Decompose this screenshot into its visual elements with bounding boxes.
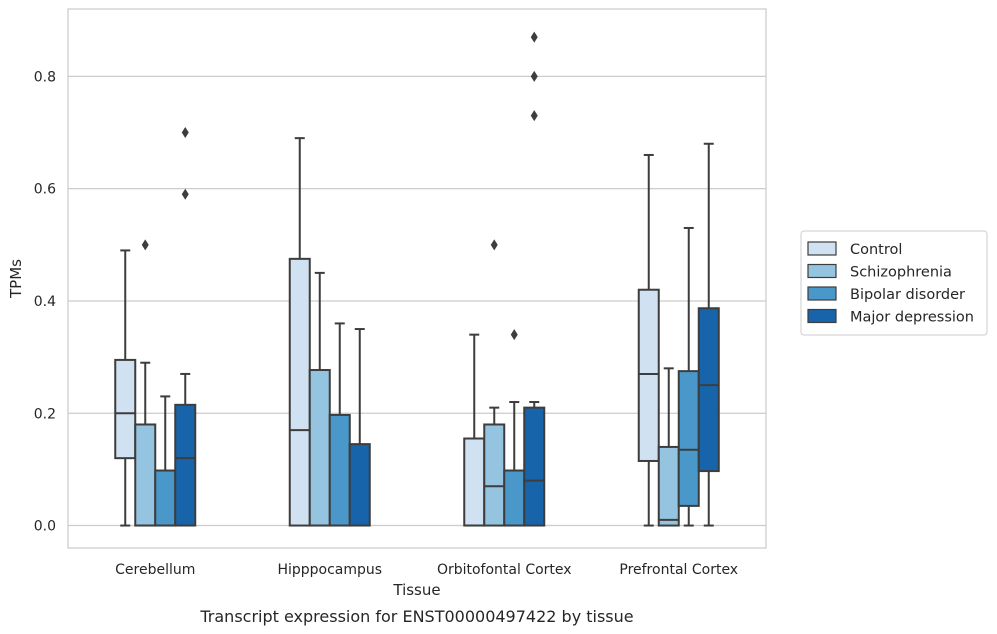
y-tick-label: 0.2 — [34, 406, 56, 422]
box — [114, 249, 137, 527]
legend-frame — [800, 230, 988, 336]
legend-item: Schizophrenia — [807, 263, 952, 281]
legend-label: Major depression — [850, 310, 974, 326]
outlier-point — [181, 127, 189, 139]
y-tick-label: 0.4 — [34, 294, 56, 310]
outlier-point — [490, 239, 498, 251]
legend-label: Control — [850, 242, 902, 258]
box — [657, 367, 680, 527]
legend-label: Bipolar disorder — [850, 287, 965, 303]
y-tick-label: 0.8 — [34, 69, 56, 85]
box — [523, 31, 546, 527]
x-axis-ticks: Cerebellum Hipppocampus Orbitofontal Corte… — [115, 562, 738, 578]
box-iqr — [114, 358, 137, 460]
legend: Control Schizophrenia Bipolar disorder Majo… — [800, 230, 988, 336]
box-iqr — [348, 443, 371, 527]
legend-item: Bipolar disorder — [807, 286, 965, 303]
box-iqr — [503, 469, 526, 527]
x-tick-label: Prefrontal Cortex — [619, 562, 738, 578]
legend-swatch — [807, 263, 837, 279]
y-axis-label: TPMs — [7, 259, 25, 299]
plot-area-frame — [67, 8, 767, 549]
box — [677, 226, 700, 527]
box-iqr — [308, 369, 331, 527]
box — [348, 328, 371, 527]
box — [637, 153, 660, 527]
legend-item: Control — [807, 241, 902, 258]
legend-swatch — [807, 241, 837, 256]
outlier-point — [510, 329, 518, 341]
box-iqr — [697, 307, 720, 473]
box — [308, 271, 331, 527]
y-axis-ticks: 0.0 0.2 0.4 0.6 0.8 — [34, 69, 56, 534]
legend-swatch — [807, 308, 837, 324]
box-iqr — [174, 403, 197, 527]
box-iqr — [154, 469, 177, 527]
outlier-point — [530, 31, 538, 43]
box — [463, 333, 486, 527]
outlier-point — [181, 188, 189, 200]
box — [154, 395, 177, 527]
box-series-group — [114, 31, 720, 527]
box-iqr — [483, 423, 506, 527]
y-tick-label: 0.0 — [34, 519, 56, 535]
box-iqr — [328, 413, 351, 527]
legend-item: Major depression — [807, 308, 974, 326]
box-iqr — [637, 288, 660, 462]
box-iqr — [463, 437, 486, 527]
x-tick-label: Orbitofontal Cortex — [437, 562, 572, 578]
box-iqr — [288, 257, 311, 527]
outlier-point — [141, 239, 149, 251]
box — [697, 142, 720, 527]
outlier-point — [530, 110, 538, 122]
x-tick-label: Cerebellum — [115, 562, 195, 578]
x-tick-label: Hipppocampus — [277, 562, 382, 578]
box-iqr — [677, 370, 700, 507]
x-axis-label: Tissue — [392, 581, 440, 599]
box-iqr — [523, 406, 546, 527]
box-iqr — [657, 445, 680, 527]
chart-caption: Transcript expression for ENST0000049742… — [199, 607, 633, 626]
box — [174, 127, 197, 527]
y-tick-label: 0.6 — [34, 182, 56, 198]
box-iqr — [134, 423, 157, 527]
box — [288, 137, 311, 527]
box — [503, 329, 526, 527]
legend-swatch — [807, 286, 837, 301]
legend-label: Schizophrenia — [850, 265, 952, 281]
outlier-point — [530, 70, 538, 82]
